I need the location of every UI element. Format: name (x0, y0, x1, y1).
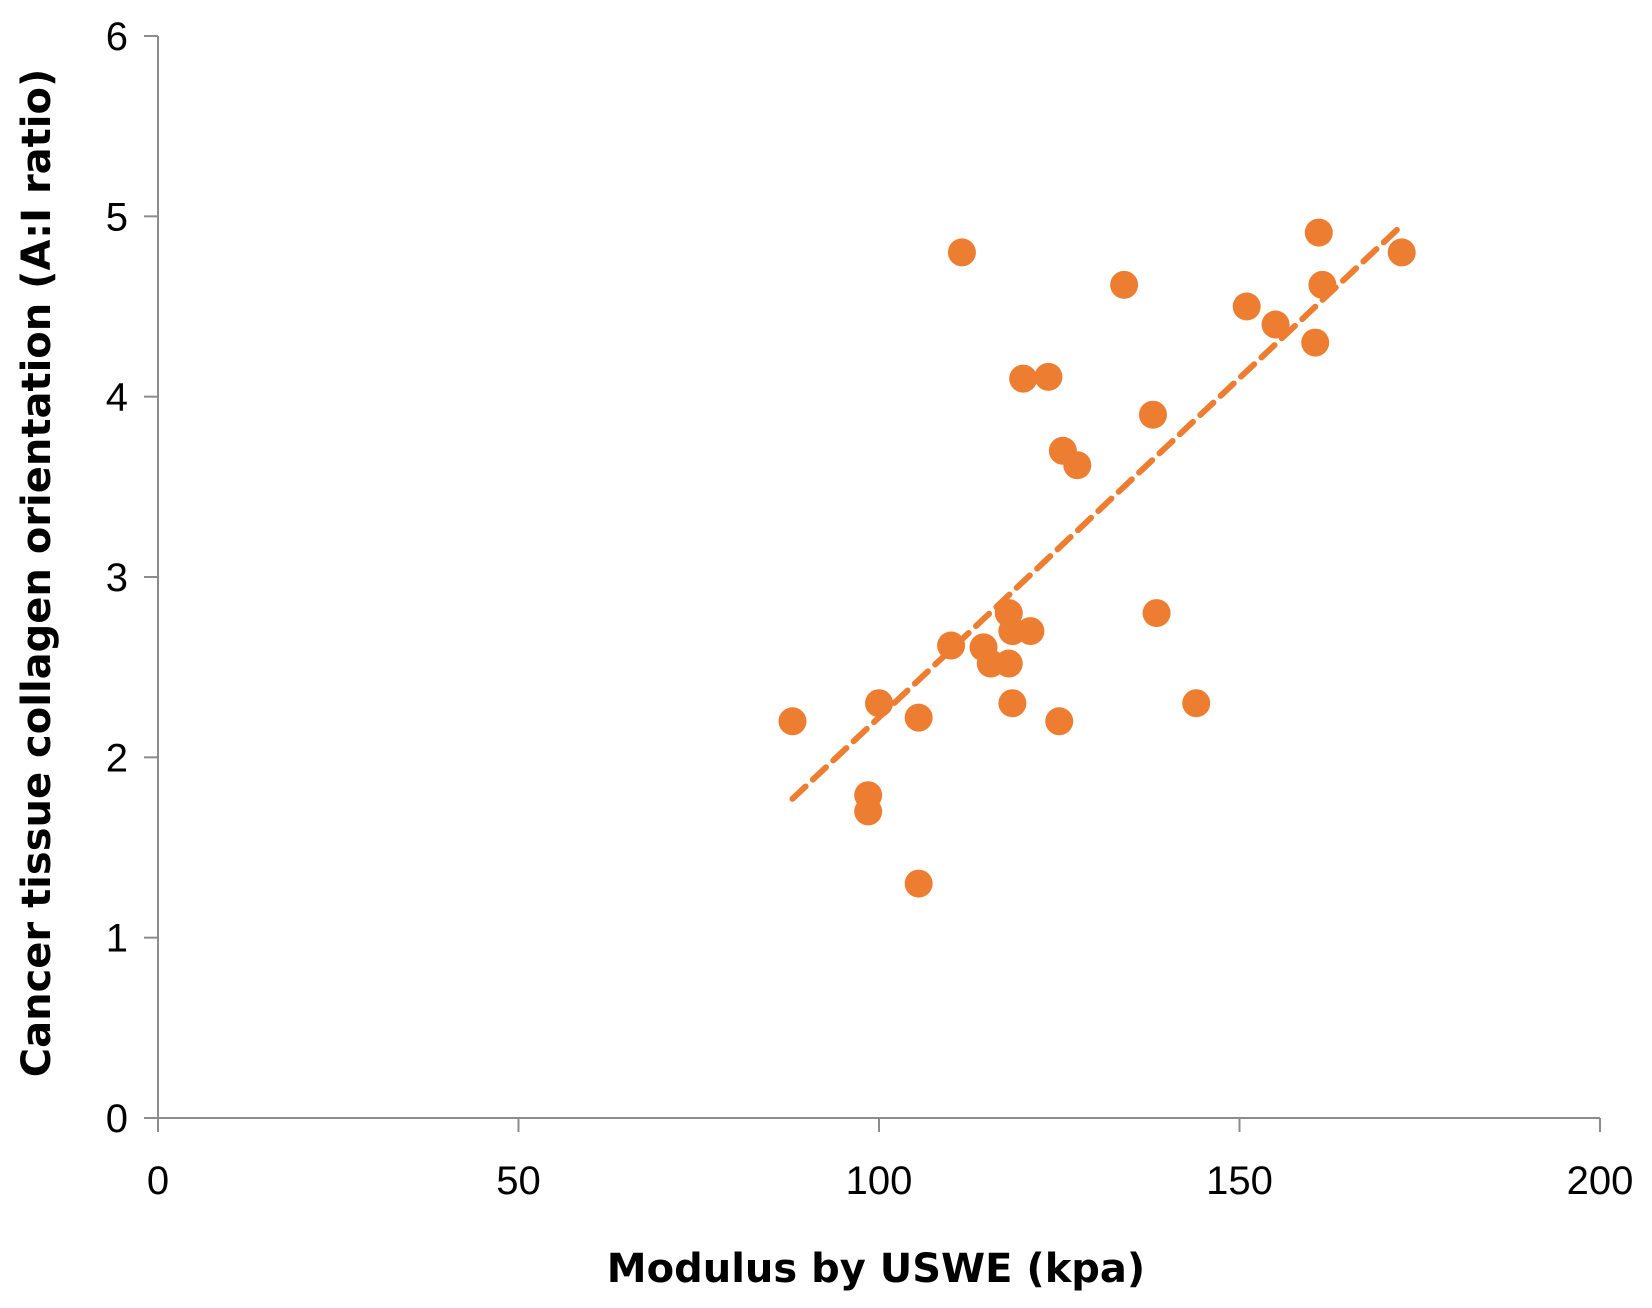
y-tick-label: 3 (106, 556, 128, 600)
x-tick-label: 50 (496, 1159, 541, 1203)
trendline (789, 222, 1405, 802)
x-axis-title: Modulus by USWE (kpa) (607, 1246, 1145, 1292)
y-tick-label: 6 (106, 15, 128, 59)
y-tick-label: 2 (106, 736, 128, 780)
data-point (1142, 599, 1171, 628)
x-tick-label: 200 (1567, 1159, 1634, 1203)
data-point (1063, 451, 1092, 480)
y-tick-label: 1 (106, 917, 128, 961)
x-tick-label: 150 (1206, 1159, 1273, 1203)
data-point (1110, 270, 1139, 299)
data-point (904, 703, 933, 732)
x-axis-ticks: 0 50 100 150 200 (147, 1118, 1634, 1203)
data-point (1304, 218, 1333, 247)
data-point (1261, 310, 1290, 339)
data-point (1232, 292, 1261, 321)
data-point (1009, 364, 1038, 393)
data-point (1387, 238, 1416, 267)
x-tick-label: 100 (846, 1159, 913, 1203)
data-point (1308, 270, 1337, 299)
data-point (998, 689, 1027, 718)
y-tick-label: 4 (106, 376, 128, 420)
data-point (994, 649, 1023, 678)
data-points (778, 218, 1416, 898)
data-point (937, 631, 966, 660)
data-point (865, 689, 893, 718)
data-point (947, 238, 976, 267)
y-tick-label: 5 (106, 195, 128, 239)
y-tick-label: 0 (106, 1097, 128, 1141)
data-point (778, 707, 807, 736)
data-point (1034, 362, 1063, 391)
data-point (1138, 400, 1167, 429)
data-point (904, 869, 933, 898)
y-axis-title: Cancer tissue collagen orientation (A:I … (14, 69, 60, 1078)
y-axis-ticks: 0 1 2 3 4 5 6 (106, 15, 158, 1141)
data-point (854, 797, 883, 826)
data-point (1016, 617, 1045, 646)
data-point (1301, 328, 1330, 357)
data-point (1045, 707, 1074, 736)
data-point (1182, 689, 1211, 718)
x-tick-label: 0 (147, 1159, 169, 1203)
